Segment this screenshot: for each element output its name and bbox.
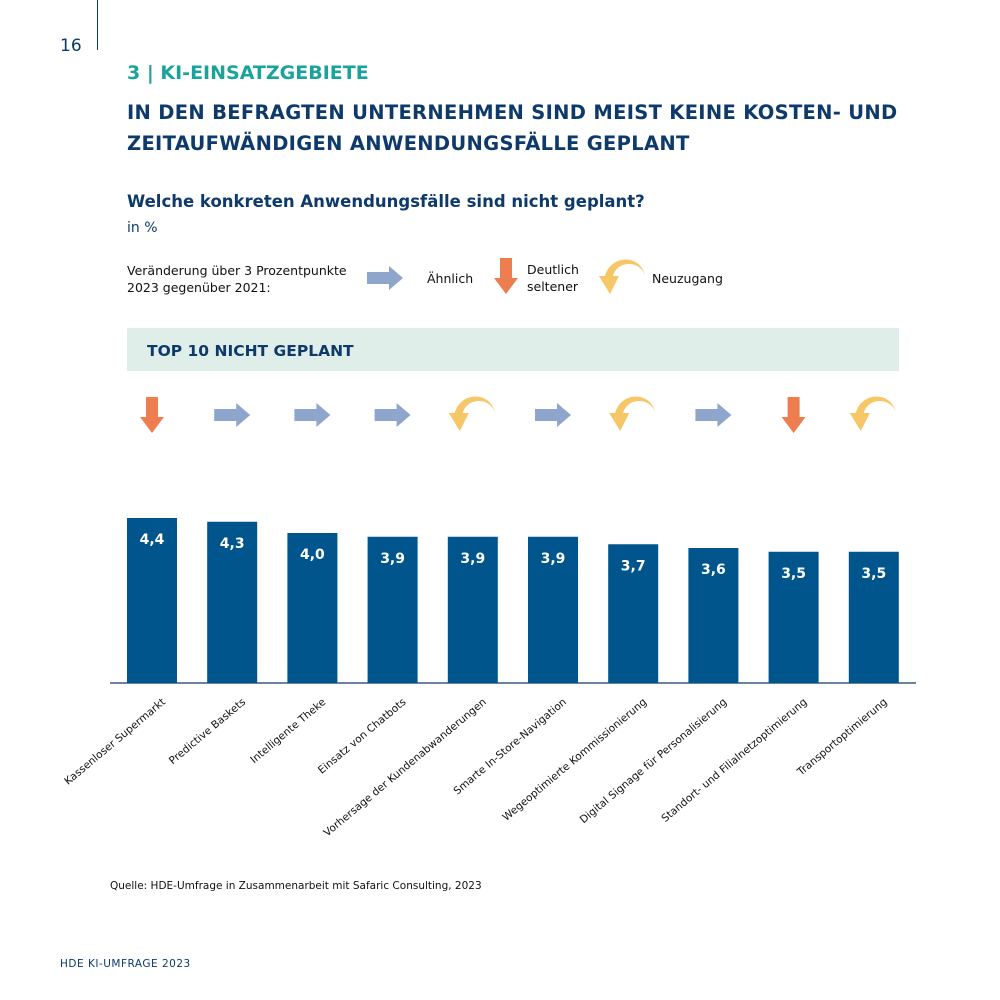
bar xyxy=(127,518,177,683)
bar xyxy=(608,544,659,683)
panel-title: TOP 10 NICHT GEPLANT xyxy=(147,342,354,360)
chart-title: Welche konkreten Anwendungsfälle sind ni… xyxy=(127,192,645,211)
legend-label: Deutlich seltener xyxy=(527,262,579,294)
headline: IN DEN BEFRAGTEN UNTERNEHMEN SIND MEIST … xyxy=(127,101,898,155)
x-tick-label: Einsatz von Chatbots xyxy=(316,696,409,776)
source: Quelle: HDE-Umfrage in Zusammenarbeit mi… xyxy=(110,880,482,892)
x-tick-label: Kassenloser Supermarkt xyxy=(62,696,168,787)
x-tick-label: Vorhersage der Kundenabwanderungen xyxy=(321,696,488,839)
value-label: 3,9 xyxy=(380,551,405,567)
arrow-less xyxy=(781,397,806,433)
value-label: 4,3 xyxy=(220,536,245,552)
legend-title: Veränderung über 3 Prozentpunkte 2023 ge… xyxy=(127,263,347,295)
x-tick-label: Transportoptimierung xyxy=(794,696,889,779)
value-label: 3,6 xyxy=(701,562,726,578)
arrow-less xyxy=(494,258,518,294)
arrow-similar xyxy=(535,403,571,427)
arrow-similar xyxy=(695,403,732,427)
section-title: 3 | KI-EINSATZGEBIETE xyxy=(127,62,369,84)
arrow-similar xyxy=(294,403,331,427)
unit: in % xyxy=(127,220,158,236)
value-label: 4,4 xyxy=(140,532,165,548)
x-tick-label: Wegeoptimierte Kommissionierung xyxy=(500,696,649,824)
arrow-similar xyxy=(214,403,251,427)
footer: HDE KI-UMFRAGE 2023 xyxy=(60,958,191,970)
value-label: 3,5 xyxy=(781,566,806,582)
bar xyxy=(207,521,258,683)
value-label: 3,7 xyxy=(621,558,646,574)
arrow-new xyxy=(849,396,896,431)
legend-label: Neuzugang xyxy=(652,271,723,286)
bar xyxy=(447,536,498,683)
bar xyxy=(688,548,739,683)
page-number: 16 xyxy=(60,36,82,56)
arrow-similar xyxy=(374,403,411,427)
x-tick-label: Intelligente Theke xyxy=(248,696,328,766)
bar xyxy=(768,551,819,683)
legend-label: Ähnlich xyxy=(427,271,474,286)
x-tick-label: Standort- und Filialnetzoptimierung xyxy=(659,696,809,825)
value-label: 3,9 xyxy=(541,551,566,567)
x-tick-label: Predictive Baskets xyxy=(167,696,248,767)
bar xyxy=(528,536,578,683)
arrow-similar xyxy=(367,266,403,290)
arrow-less xyxy=(140,397,164,433)
value-label: 3,5 xyxy=(861,566,886,582)
bar xyxy=(848,551,899,683)
value-label: 4,0 xyxy=(300,547,325,563)
arrow-new xyxy=(599,259,645,294)
divider xyxy=(97,0,98,50)
arrow-new xyxy=(609,396,656,431)
bar xyxy=(367,536,418,683)
arrow-new xyxy=(448,396,495,431)
panel-band xyxy=(127,328,899,371)
bar xyxy=(287,533,338,683)
x-tick-label: Digital Signage für Personalisierung xyxy=(578,696,730,826)
value-label: 3,9 xyxy=(460,551,485,567)
